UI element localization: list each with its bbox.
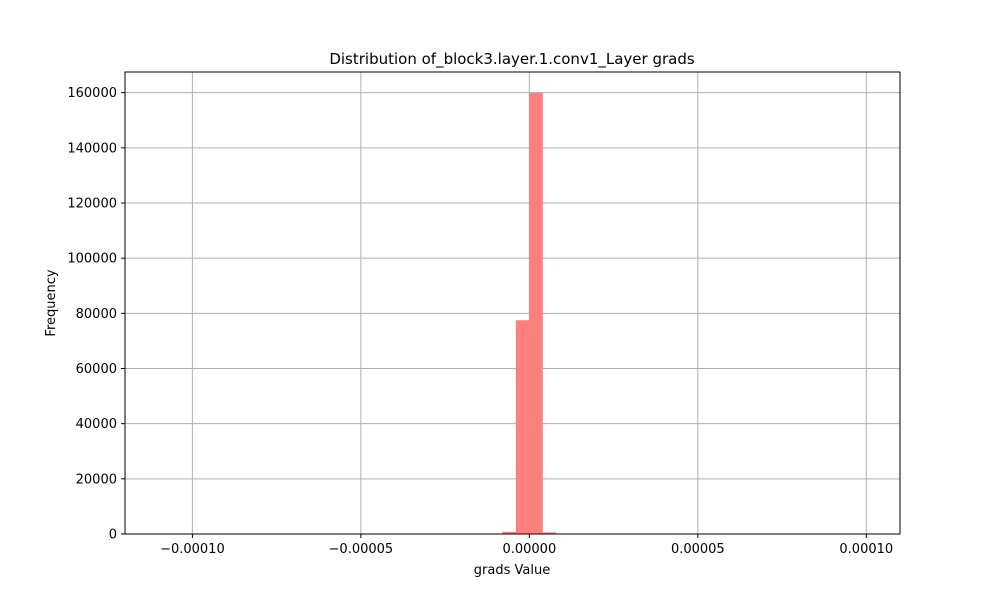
histogram-bar xyxy=(515,320,530,534)
y-tick-label: 140000 xyxy=(67,141,117,156)
x-tick-label: −0.00005 xyxy=(329,542,394,557)
y-tick-label: 100000 xyxy=(67,252,117,267)
histogram-bars xyxy=(502,92,557,534)
x-tick-label: 0.00005 xyxy=(671,542,725,557)
histogram-bar xyxy=(529,92,543,534)
x-axis-label: grads Value xyxy=(474,563,550,578)
x-axis-ticks: −0.00010 −0.00005 0.00000 0.00005 0.00010 xyxy=(160,534,893,557)
y-tick-label: 0 xyxy=(109,528,117,543)
y-tick-label: 60000 xyxy=(76,362,117,377)
y-axis-ticks: 0 20000 40000 60000 80000 100000 120000 140000 1… xyxy=(67,86,125,543)
y-tick-label: 80000 xyxy=(76,307,117,322)
histogram-bar xyxy=(542,532,557,534)
y-tick-label: 120000 xyxy=(67,197,117,212)
y-tick-label: 160000 xyxy=(67,86,117,101)
chart-title: Distribution of_block3.layer.1.conv1_Lay… xyxy=(329,50,695,69)
y-tick-label: 40000 xyxy=(76,417,117,432)
plot-frame xyxy=(124,71,901,535)
y-tick-label: 20000 xyxy=(76,472,117,487)
x-tick-label: −0.00010 xyxy=(160,542,225,557)
y-axis-label: Frequency xyxy=(44,269,59,336)
x-tick-label: 0.00010 xyxy=(839,542,893,557)
grid-lines xyxy=(125,72,900,535)
histogram-bar xyxy=(502,531,516,534)
x-tick-label: 0.00000 xyxy=(502,542,556,557)
